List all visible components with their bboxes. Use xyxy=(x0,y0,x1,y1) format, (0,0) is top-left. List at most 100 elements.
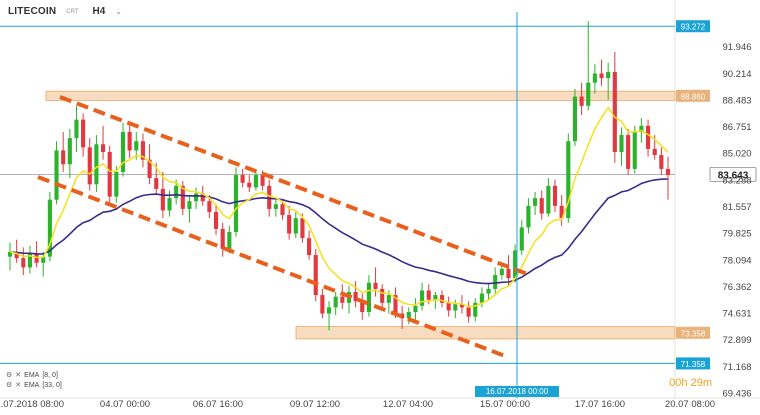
candle-body xyxy=(572,96,578,142)
candle-body xyxy=(54,150,59,200)
channel-trend-line[interactable] xyxy=(59,95,531,277)
settings-icon[interactable]: ⚙ xyxy=(6,382,13,389)
candle xyxy=(47,191,52,262)
candle-body xyxy=(154,178,159,189)
candle xyxy=(21,247,26,276)
timeframe-selector[interactable]: H4 xyxy=(92,6,106,17)
candle xyxy=(27,245,32,274)
candle xyxy=(406,307,411,325)
candle-body xyxy=(313,255,318,296)
x-tick-label: 06.07 16:00 xyxy=(193,399,243,410)
candle-body xyxy=(74,119,79,139)
candle-body xyxy=(61,150,66,165)
candle-body xyxy=(253,175,258,188)
candle-body xyxy=(566,141,571,219)
candle xyxy=(373,267,378,297)
candle-body xyxy=(552,185,558,206)
candle xyxy=(626,128,631,176)
candle xyxy=(247,175,252,192)
supply-demand-zone[interactable] xyxy=(45,90,676,101)
candle-body xyxy=(413,305,418,313)
candle xyxy=(360,293,365,320)
candle xyxy=(665,156,671,200)
candle-body xyxy=(207,201,212,212)
candle-body xyxy=(267,185,272,209)
candle-body xyxy=(599,73,604,79)
candle xyxy=(100,125,106,160)
candle-body xyxy=(27,253,32,268)
candle xyxy=(180,181,185,216)
timer-hours: 00h xyxy=(669,377,688,389)
current-price-tag xyxy=(709,166,757,182)
candle xyxy=(586,21,591,111)
candle xyxy=(140,133,145,168)
candle-body xyxy=(433,295,438,300)
candle-body xyxy=(213,211,219,229)
indicator-ema-33[interactable]: ⚙ ✕ EMA [33, 0] xyxy=(6,381,62,391)
candle xyxy=(446,296,451,317)
candle xyxy=(187,195,192,223)
candle-body xyxy=(426,290,431,300)
crosshair: 16.07.2018 00:00 xyxy=(475,12,559,398)
candle xyxy=(333,291,338,316)
candle xyxy=(293,211,298,239)
candle-body xyxy=(320,295,325,314)
channel-trend-line[interactable] xyxy=(37,175,506,358)
candle xyxy=(240,168,245,188)
close-icon[interactable]: ✕ xyxy=(15,382,22,389)
indicator-ema-8[interactable]: ⚙ ✕ EMA [8, 0] xyxy=(6,371,62,381)
candle-body xyxy=(127,131,132,151)
price-axis[interactable]: 91.946 90.214 88.483 86.751 85.020 83.288 81.5… xyxy=(722,42,751,399)
y-tick-label: 76.362 xyxy=(722,282,751,293)
settings-icon[interactable]: ⚙ xyxy=(6,372,13,379)
y-tick-label: 88.483 xyxy=(722,95,751,106)
chart-header: LITECOIN CRT H4 ⌄ xyxy=(8,6,122,17)
level-price-tag xyxy=(676,357,710,370)
ema-8-line xyxy=(9,106,669,308)
y-tick-label: 86.751 xyxy=(722,122,751,133)
candle xyxy=(14,239,19,263)
candle xyxy=(287,205,292,240)
candle xyxy=(174,179,179,205)
candle-body xyxy=(167,198,172,211)
close-icon[interactable]: ✕ xyxy=(15,372,22,379)
candle-body xyxy=(546,185,551,214)
candle-body xyxy=(134,141,139,151)
channel-layer[interactable] xyxy=(37,95,531,358)
candle-body xyxy=(446,302,451,311)
candles-layer xyxy=(7,21,671,331)
candle-body xyxy=(652,148,657,156)
time-axis[interactable]: 01.07.2018 08:00 04.07 00:00 06.07 16:00 09… xyxy=(0,399,715,410)
candle xyxy=(273,199,278,217)
candle-body xyxy=(147,159,152,179)
candle-body xyxy=(506,268,511,279)
chart-type-label[interactable]: CRT xyxy=(66,8,79,15)
candle xyxy=(612,51,617,163)
candle xyxy=(213,204,219,236)
candle xyxy=(466,301,471,323)
candle xyxy=(300,213,305,243)
candle-body xyxy=(586,82,591,106)
candle-body xyxy=(280,204,285,216)
y-tick-label: 69.436 xyxy=(722,389,751,400)
symbol-label[interactable]: LITECOIN xyxy=(8,6,57,17)
candle-body xyxy=(81,119,86,148)
candle xyxy=(81,113,86,157)
indicator-label: EMA xyxy=(24,372,40,379)
y-tick-label: 78.094 xyxy=(722,255,751,266)
candle-body xyxy=(473,302,478,317)
candle-body xyxy=(7,251,13,257)
indicator-params: [33, 0] xyxy=(42,382,62,389)
y-tick-label: 71.168 xyxy=(722,362,751,373)
candle xyxy=(87,138,92,191)
current-price-label: 83.643 xyxy=(718,170,749,181)
chevron-down-icon[interactable]: ⌄ xyxy=(115,7,122,16)
candle-body xyxy=(200,193,205,202)
candle-body xyxy=(533,198,538,206)
level-price-tag xyxy=(676,20,710,33)
candle-body xyxy=(340,296,345,303)
level-price-label: 71.358 xyxy=(681,360,706,369)
candle-body xyxy=(114,171,119,197)
supply-demand-zone[interactable] xyxy=(295,326,676,340)
